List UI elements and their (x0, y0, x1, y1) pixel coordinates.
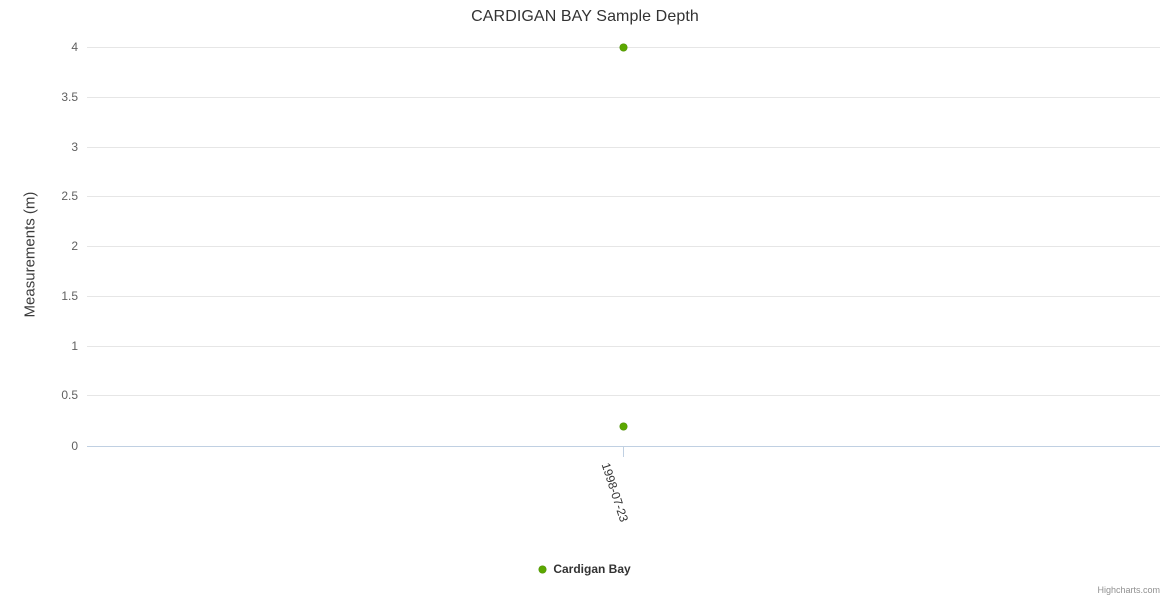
gridline-2 (87, 246, 1160, 247)
y-tick-label-0: 0 (71, 439, 78, 453)
legend-item-label: Cardigan Bay (553, 562, 631, 576)
highcharts-credit-link[interactable]: Highcharts.com (1097, 585, 1160, 595)
gridline-0.5 (87, 395, 1160, 396)
y-tick-label-3.5: 3.5 (61, 90, 78, 104)
gridline-3 (87, 147, 1160, 148)
legend-item-cardigan-bay[interactable]: Cardigan Bay (539, 562, 631, 576)
y-tick-label-0.5: 0.5 (61, 388, 78, 402)
chart-legend: Cardigan Bay (0, 562, 1170, 576)
legend-marker-icon (539, 565, 547, 573)
gridline-2.5 (87, 196, 1160, 197)
y-tick-label-1.5: 1.5 (61, 289, 78, 303)
data-point-cardigan-bay-4[interactable] (619, 43, 627, 51)
gridline-1 (87, 346, 1160, 347)
plot-area (87, 43, 1160, 446)
chart-title: CARDIGAN BAY Sample Depth (471, 8, 699, 25)
x-tick-label-1998-07-23: 1998-07-23 (598, 461, 631, 524)
y-tick-label-2: 2 (71, 239, 78, 253)
x-axis-line (87, 446, 1160, 447)
y-tick-label-3: 3 (71, 140, 78, 154)
gridline-1.5 (87, 296, 1160, 297)
data-point-cardigan-bay-0.2[interactable] (619, 422, 627, 430)
y-tick-label-1: 1 (71, 339, 78, 353)
gridline-3.5 (87, 97, 1160, 98)
y-tick-label-2.5: 2.5 (61, 189, 78, 203)
y-axis: 4 3.5 3 2.5 2 1.5 1 0.5 0 (0, 40, 78, 453)
y-tick-label-4: 4 (71, 40, 78, 54)
y-axis-title: Measurements (m) (21, 191, 39, 318)
x-axis-tick-mark (623, 447, 624, 457)
